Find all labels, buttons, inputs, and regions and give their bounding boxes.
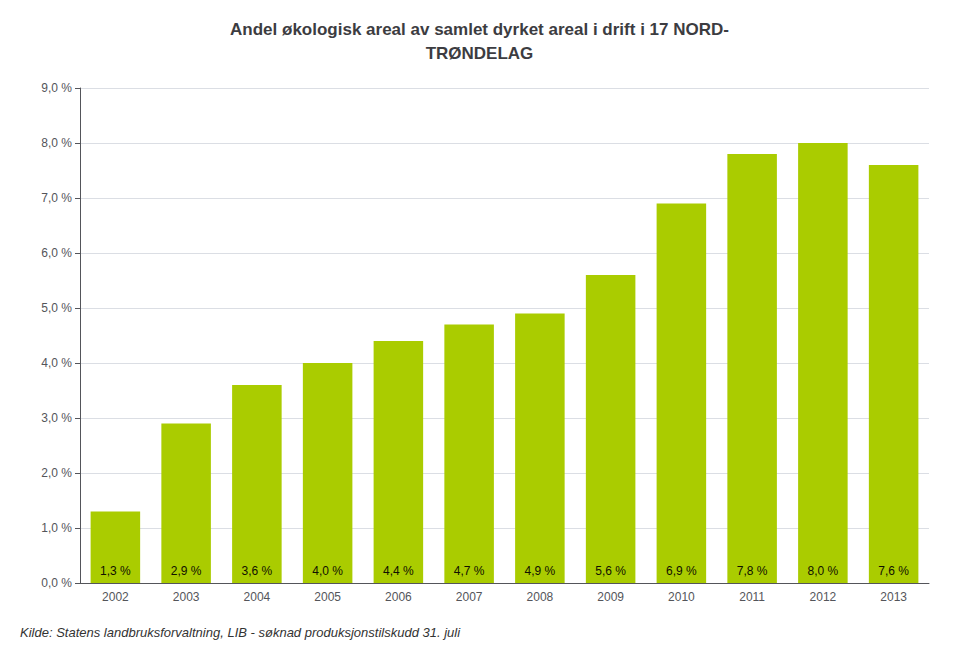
svg-text:Andel økologisk areal av samle: Andel økologisk areal av samlet dyrket a… <box>230 20 729 39</box>
svg-text:TRØNDELAG: TRØNDELAG <box>426 44 534 63</box>
svg-text:5,6 %: 5,6 % <box>595 564 626 578</box>
svg-text:7,0 %: 7,0 % <box>41 191 72 205</box>
svg-text:8,0 %: 8,0 % <box>808 564 839 578</box>
svg-text:4,4 %: 4,4 % <box>383 564 414 578</box>
svg-text:0,0 %: 0,0 % <box>41 576 72 590</box>
svg-text:7,8 %: 7,8 % <box>737 564 768 578</box>
svg-text:2009: 2009 <box>597 590 624 604</box>
svg-text:7,6 %: 7,6 % <box>878 564 909 578</box>
svg-text:2011: 2011 <box>739 590 765 604</box>
svg-text:9,0 %: 9,0 % <box>41 81 72 95</box>
svg-text:2010: 2010 <box>668 590 695 604</box>
svg-text:5,0 %: 5,0 % <box>41 301 72 315</box>
svg-text:2006: 2006 <box>385 590 412 604</box>
svg-text:4,0 %: 4,0 % <box>41 356 72 370</box>
svg-text:6,9 %: 6,9 % <box>666 564 697 578</box>
svg-text:2,0 %: 2,0 % <box>41 466 72 480</box>
svg-text:2007: 2007 <box>456 590 483 604</box>
svg-text:1,3 %: 1,3 % <box>100 564 131 578</box>
svg-text:2002: 2002 <box>102 590 129 604</box>
svg-text:2005: 2005 <box>314 590 341 604</box>
svg-text:3,0 %: 3,0 % <box>41 411 72 425</box>
svg-text:4,0 %: 4,0 % <box>312 564 343 578</box>
svg-text:2013: 2013 <box>880 590 907 604</box>
svg-text:2003: 2003 <box>173 590 200 604</box>
svg-text:2,9 %: 2,9 % <box>171 564 202 578</box>
svg-text:8,0 %: 8,0 % <box>41 136 72 150</box>
svg-text:4,9 %: 4,9 % <box>525 564 556 578</box>
svg-text:1,0 %: 1,0 % <box>41 521 72 535</box>
svg-text:Kilde: Statens landbruksforval: Kilde: Statens landbruksforvaltning, LIB… <box>20 625 461 640</box>
svg-text:3,6 %: 3,6 % <box>242 564 273 578</box>
svg-text:6,0 %: 6,0 % <box>41 246 72 260</box>
svg-text:2008: 2008 <box>527 590 554 604</box>
svg-text:2004: 2004 <box>244 590 271 604</box>
svg-text:4,7 %: 4,7 % <box>454 564 485 578</box>
svg-text:2012: 2012 <box>810 590 837 604</box>
